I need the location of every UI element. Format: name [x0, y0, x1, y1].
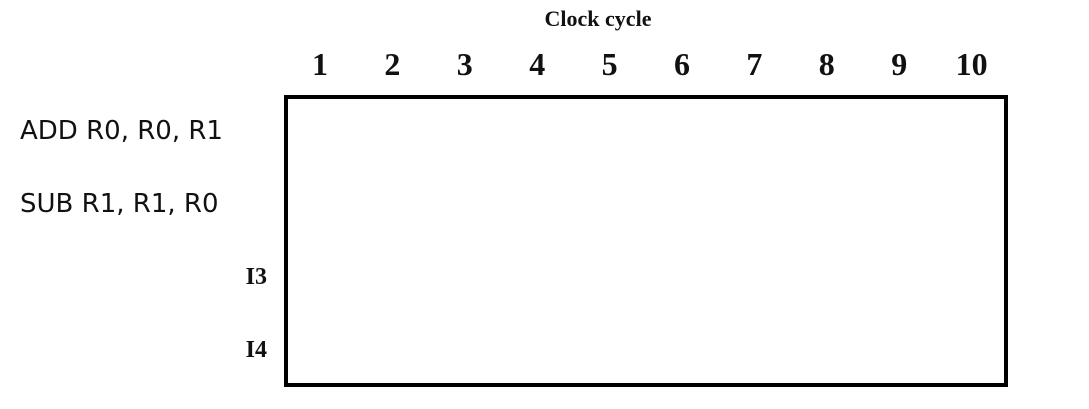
cycle-number-1: 1 — [312, 46, 328, 82]
row-label-1: ADD R0, R0, R1 — [20, 116, 223, 146]
cycle-number-2: 2 — [384, 46, 401, 82]
cycle-number-6: 6 — [674, 46, 690, 82]
cycle-number-10: 10 — [955, 46, 988, 82]
cycle-number-3: 3 — [456, 46, 473, 82]
cycle-number-5: 5 — [601, 46, 618, 82]
grid-frame — [284, 95, 1008, 387]
cycle-number-8: 8 — [818, 46, 835, 82]
cycle-number-4: 4 — [529, 46, 546, 82]
cycle-number-9: 9 — [891, 46, 908, 82]
header-title: Clock cycle — [544, 6, 652, 31]
row-label-4: I4 — [245, 337, 267, 363]
row-label-3: I3 — [245, 264, 267, 290]
row-label-2: SUB R1, R1, R0 — [20, 189, 219, 219]
cycle-number-7: 7 — [746, 46, 763, 82]
